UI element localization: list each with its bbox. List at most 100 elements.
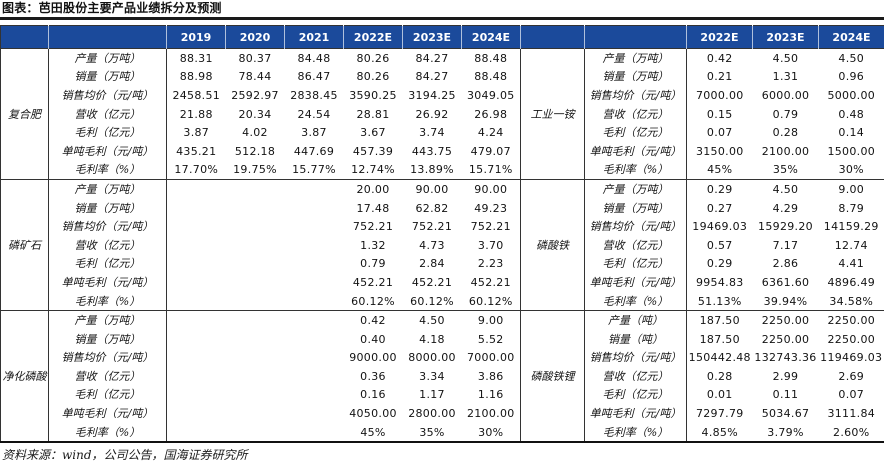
value-cell: 34.58%	[819, 292, 884, 311]
year-header-cell: 2022E	[344, 26, 403, 49]
value-cell	[226, 292, 285, 311]
value-cell: 88.48	[462, 68, 521, 87]
group-label-cell: 复合肥	[1, 49, 49, 180]
group-label-cell: 工业一铵	[521, 49, 585, 180]
metric-label-cell: 毛利（亿元）	[49, 386, 167, 405]
value-cell: 0.79	[753, 105, 819, 124]
value-cell: 19469.03	[687, 217, 753, 236]
metric-label-cell: 单吨毛利（元/吨）	[49, 142, 167, 161]
value-cell: 0.28	[753, 123, 819, 142]
value-cell: 4.73	[403, 236, 462, 255]
value-cell: 51.13%	[687, 292, 753, 311]
value-cell: 45%	[687, 161, 753, 180]
value-cell	[285, 423, 344, 443]
value-cell: 0.15	[687, 105, 753, 124]
metric-label-cell: 毛利（亿元）	[585, 255, 687, 274]
metric-label-cell: 营收（亿元）	[585, 105, 687, 124]
value-cell: 12.74	[819, 236, 884, 255]
value-cell	[285, 199, 344, 218]
value-cell: 3.70	[462, 236, 521, 255]
value-cell: 2100.00	[753, 142, 819, 161]
value-cell: 452.21	[403, 273, 462, 292]
header-blank-cell	[521, 26, 585, 49]
metric-label-cell: 销售均价（元/吨）	[49, 217, 167, 236]
value-cell: 452.21	[462, 273, 521, 292]
value-cell: 2.60%	[819, 423, 884, 443]
value-cell: 12.74%	[344, 161, 403, 180]
group-label-cell: 磷矿石	[1, 180, 49, 311]
value-cell: 5.52	[462, 330, 521, 349]
value-cell	[167, 386, 226, 405]
value-cell: 752.21	[462, 217, 521, 236]
value-cell: 9.00	[462, 311, 521, 330]
value-cell: 2838.45	[285, 86, 344, 105]
value-cell	[226, 404, 285, 423]
value-cell: 2.84	[403, 255, 462, 274]
metric-label-cell: 销量（万吨）	[585, 199, 687, 218]
value-cell: 3.87	[285, 123, 344, 142]
metric-label-cell: 单吨毛利（元/吨）	[585, 142, 687, 161]
value-cell	[285, 273, 344, 292]
value-cell	[285, 255, 344, 274]
metric-label-cell: 营收（亿元）	[49, 367, 167, 386]
value-cell: 512.18	[226, 142, 285, 161]
value-cell: 752.21	[403, 217, 462, 236]
value-cell: 457.39	[344, 142, 403, 161]
value-cell: 49.23	[462, 199, 521, 218]
value-cell: 0.07	[819, 386, 884, 405]
value-cell: 80.37	[226, 49, 285, 68]
value-cell: 35%	[753, 161, 819, 180]
value-cell: 3.86	[462, 367, 521, 386]
value-cell: 2.23	[462, 255, 521, 274]
value-cell: 4.50	[819, 49, 884, 68]
value-cell: 9000.00	[344, 349, 403, 368]
figure-title: 图表：芭田股份主要产品业绩拆分及预测	[0, 0, 884, 17]
metric-label-cell: 营收（亿元）	[585, 367, 687, 386]
value-cell: 3.67	[344, 123, 403, 142]
value-cell: 88.48	[462, 49, 521, 68]
value-cell: 187.50	[687, 330, 753, 349]
value-cell	[167, 217, 226, 236]
metric-label-cell: 毛利率（%）	[49, 161, 167, 180]
value-cell	[167, 423, 226, 443]
metric-label-cell: 营收（亿元）	[49, 105, 167, 124]
value-cell	[226, 217, 285, 236]
value-cell	[167, 236, 226, 255]
metric-label-cell: 产量（吨）	[585, 311, 687, 330]
metric-label-cell: 产量（万吨）	[49, 311, 167, 330]
value-cell: 7000.00	[687, 86, 753, 105]
metric-label-cell: 产量（万吨）	[585, 180, 687, 199]
metric-label-cell: 毛利率（%）	[49, 292, 167, 311]
value-cell	[226, 311, 285, 330]
metric-label-cell: 销量（万吨）	[49, 68, 167, 87]
metric-label-cell: 销量（万吨）	[49, 199, 167, 218]
value-cell: 26.98	[462, 105, 521, 124]
value-cell	[285, 330, 344, 349]
value-cell: 17.48	[344, 199, 403, 218]
value-cell: 187.50	[687, 311, 753, 330]
value-cell: 452.21	[344, 273, 403, 292]
value-cell: 0.96	[819, 68, 884, 87]
value-cell: 2250.00	[819, 330, 884, 349]
value-cell	[226, 199, 285, 218]
value-cell: 5034.67	[753, 404, 819, 423]
value-cell	[167, 292, 226, 311]
value-cell: 15.71%	[462, 161, 521, 180]
value-cell: 3.34	[403, 367, 462, 386]
metric-label-cell: 产量（万吨）	[49, 180, 167, 199]
value-cell: 24.54	[285, 105, 344, 124]
value-cell: 4050.00	[344, 404, 403, 423]
value-cell: 3111.84	[819, 404, 884, 423]
metric-label-cell: 毛利率（%）	[49, 423, 167, 443]
value-cell	[167, 255, 226, 274]
